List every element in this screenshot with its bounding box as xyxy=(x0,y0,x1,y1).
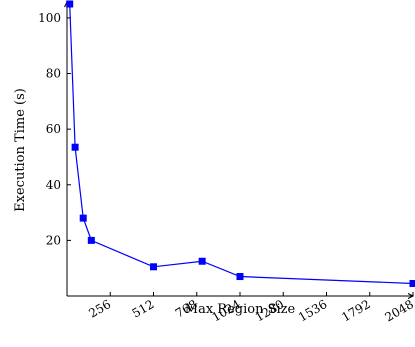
y-tick-label: 100 xyxy=(38,11,61,25)
x-tick-label: 1792 xyxy=(339,297,372,324)
y-tick-label: 40 xyxy=(46,178,61,192)
axes xyxy=(64,0,415,299)
x-tick-label: 512 xyxy=(130,297,157,321)
y-tick-label: 80 xyxy=(46,67,61,81)
x-tick-label: 2048 xyxy=(383,297,415,324)
y-tick-label: 60 xyxy=(46,122,61,136)
y-tick-label: 20 xyxy=(46,233,61,247)
x-axis-title: Max Region Size xyxy=(185,302,296,317)
data-point xyxy=(79,214,87,222)
y-axis-title: Execution Time (s) xyxy=(13,88,28,212)
data-point xyxy=(198,257,206,265)
y-ticks: 20 40 60 80 100 xyxy=(38,11,71,247)
data-point xyxy=(409,279,415,287)
data-point xyxy=(66,0,74,8)
data-point xyxy=(150,263,157,271)
x-tick-label: 1536 xyxy=(296,297,329,324)
data-point xyxy=(87,236,95,244)
x-tick-label: 256 xyxy=(86,297,113,321)
data-point xyxy=(236,273,244,281)
series-line xyxy=(69,3,414,285)
data-point xyxy=(71,143,79,151)
series xyxy=(66,0,415,287)
